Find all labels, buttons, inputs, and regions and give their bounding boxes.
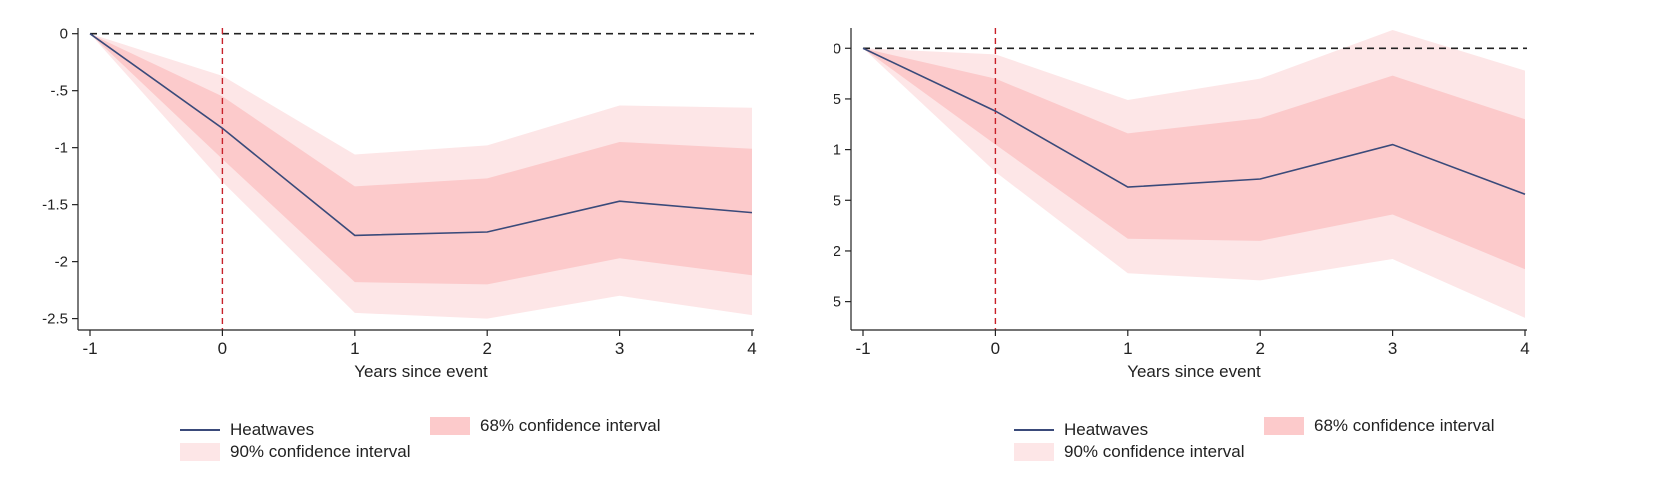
ci90-swatch: [1014, 443, 1054, 461]
x-tick-label: 3: [615, 339, 624, 358]
chart-panel-right: 0 -.5 -1 -1.5 -2 -2.5 -1 0 1 2 3 4 Years since event…: [834, 0, 1668, 496]
ci68-band: [90, 33, 752, 285]
legend-label: 68% confidence interval: [480, 416, 661, 435]
y-tick-label: -1: [834, 142, 841, 159]
y-tick-label: 0: [60, 26, 68, 43]
ci68-swatch: [1264, 417, 1304, 435]
legend-item-ci90: 90% confidence interval: [180, 442, 411, 462]
x-axis-title: Years since event: [354, 362, 488, 381]
heatwaves-line: [89, 33, 753, 237]
y-tick-label: -.5: [834, 91, 841, 108]
x-tick-label: 0: [218, 339, 227, 358]
x-tick-label: 4: [747, 339, 756, 358]
chart-left: 0 -.5 -1 -1.5 -2 -2.5 -1 0 1 2 3 4 Years since event: [42, 26, 757, 381]
legend-label: 90% confidence interval: [230, 442, 411, 461]
y-tick-label: -2.5: [834, 294, 841, 311]
legend-right: Heatwaves 68% confidence interval 90% co…: [1014, 416, 1574, 480]
x-tick-label: 1: [350, 339, 359, 358]
legend-label: Heatwaves: [230, 420, 315, 439]
x-tick-label: 4: [1520, 339, 1529, 358]
legend-item-ci68: 68% confidence interval: [1264, 416, 1495, 436]
legend-item-heatwaves: Heatwaves: [1014, 420, 1148, 440]
x-tick-label: -1: [82, 339, 97, 358]
y-tick-label: -2: [55, 254, 68, 271]
legend-left: Heatwaves 68% confidence interval 90% co…: [180, 416, 740, 480]
legend-label: Heatwaves: [1064, 420, 1149, 439]
y-tick-label: -1: [55, 140, 68, 157]
chart-panel-left: 0 -.5 -1 -1.5 -2 -2.5 -1 0 1 2 3 4 Years since event…: [42, 26, 757, 480]
x-tick-label: 2: [482, 339, 491, 358]
y-tick-label: -.5: [50, 83, 68, 100]
legend-line-swatch: [180, 429, 220, 431]
y-tick-label: -1.5: [42, 197, 68, 214]
y-tick-label: -2: [834, 243, 841, 260]
x-tick-label: 2: [1255, 339, 1264, 358]
heatwaves-line: [862, 47, 1526, 195]
x-tick-label: 1: [1123, 339, 1132, 358]
x-tick-label: 0: [991, 339, 1000, 358]
x-axis-title: Years since event: [1127, 362, 1261, 381]
legend-item-ci90: 90% confidence interval: [1014, 442, 1245, 462]
y-tick-label: -2.5: [42, 311, 68, 328]
y-tick-label: 0: [834, 40, 841, 57]
ci90-swatch: [180, 443, 220, 461]
legend-item-ci68: 68% confidence interval: [430, 416, 661, 436]
ci68-swatch: [430, 417, 470, 435]
legend-label: 90% confidence interval: [1064, 442, 1245, 461]
y-tick-label: -1.5: [834, 192, 841, 209]
legend-label: 68% confidence interval: [1314, 416, 1495, 435]
chart-right: 0 -.5 -1 -1.5 -2 -2.5 -1 0 1 2 3 4 Years since event: [834, 28, 1530, 381]
ci68-band: [863, 48, 1525, 270]
x-tick-label: -1: [855, 339, 870, 358]
legend-item-heatwaves: Heatwaves: [180, 420, 314, 440]
x-tick-label: 3: [1388, 339, 1397, 358]
legend-line-swatch: [1014, 429, 1054, 431]
